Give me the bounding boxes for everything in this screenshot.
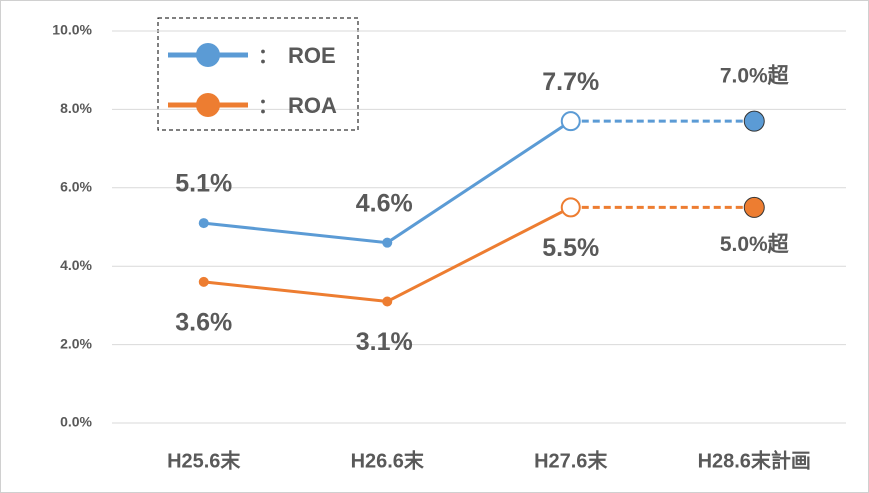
point bbox=[743, 196, 765, 218]
legend-label: ROE bbox=[288, 43, 336, 68]
legend-separator: ： bbox=[258, 45, 278, 67]
point bbox=[382, 237, 393, 248]
value-label: 4.6% bbox=[356, 189, 413, 217]
annotation: 7.0%超 bbox=[720, 65, 790, 88]
annotation-bg bbox=[692, 229, 819, 262]
value-label: 7.7% bbox=[542, 68, 599, 96]
x-tick-label: H25.6末 bbox=[167, 449, 241, 472]
x-tick-label: H28.6末計画 bbox=[698, 448, 811, 472]
point bbox=[743, 110, 765, 132]
value-label: 5.1% bbox=[175, 170, 232, 198]
y-tick-label: 0.0% bbox=[60, 414, 92, 430]
legend-marker bbox=[196, 43, 220, 67]
point bbox=[382, 296, 393, 307]
point bbox=[198, 276, 209, 287]
legend-box bbox=[157, 17, 359, 131]
legend-separator: ： bbox=[258, 95, 278, 117]
y-tick-label: 4.0% bbox=[60, 257, 92, 273]
y-tick-label: 6.0% bbox=[60, 179, 92, 195]
legend-label: ROA bbox=[288, 93, 337, 118]
y-tick-label: 10.0% bbox=[52, 22, 92, 38]
y-tick-label: 8.0% bbox=[60, 100, 92, 116]
value-label: 3.1% bbox=[356, 328, 413, 356]
point bbox=[198, 218, 209, 229]
value-label: 3.6% bbox=[175, 308, 232, 336]
x-tick-label: H27.6末 bbox=[534, 449, 608, 472]
point bbox=[560, 111, 581, 132]
y-tick-label: 2.0% bbox=[60, 335, 92, 351]
value-label: 5.5% bbox=[542, 234, 599, 262]
point bbox=[560, 197, 581, 218]
legend-marker bbox=[196, 93, 220, 117]
annotation-bg bbox=[692, 61, 819, 94]
annotation: 5.0%超 bbox=[720, 233, 790, 256]
x-tick-label: H26.6末 bbox=[351, 449, 425, 472]
